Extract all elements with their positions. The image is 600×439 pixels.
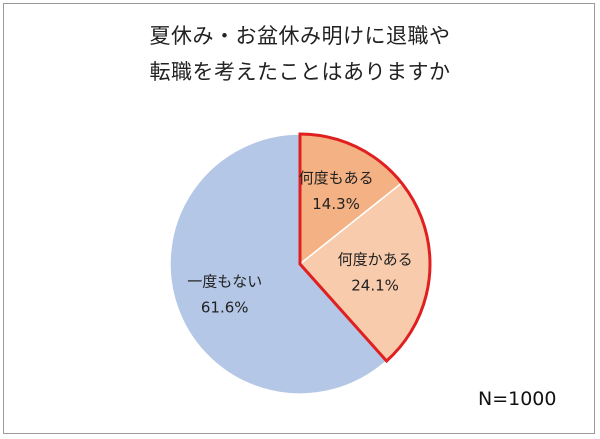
pie-slice-3 — [169, 133, 388, 395]
slice-category-label-2: 何度かある — [338, 250, 413, 268]
sample-size-note: N=1000 — [478, 388, 557, 410]
slice-category-label-3: 一度もない — [187, 273, 262, 291]
slice-value-label-1: 14.3% — [312, 195, 360, 213]
highlight-outline — [298, 132, 432, 364]
slice-value-label-2: 24.1% — [351, 276, 399, 294]
chart-title-line-1: 夏休み・お盆休み明けに退職や — [149, 24, 451, 48]
slice-value-label-3: 61.6% — [201, 299, 249, 317]
chart-title-line-2: 転職を考えたことはありますか — [149, 60, 451, 84]
slice-category-label-1: 何度もある — [299, 169, 374, 187]
